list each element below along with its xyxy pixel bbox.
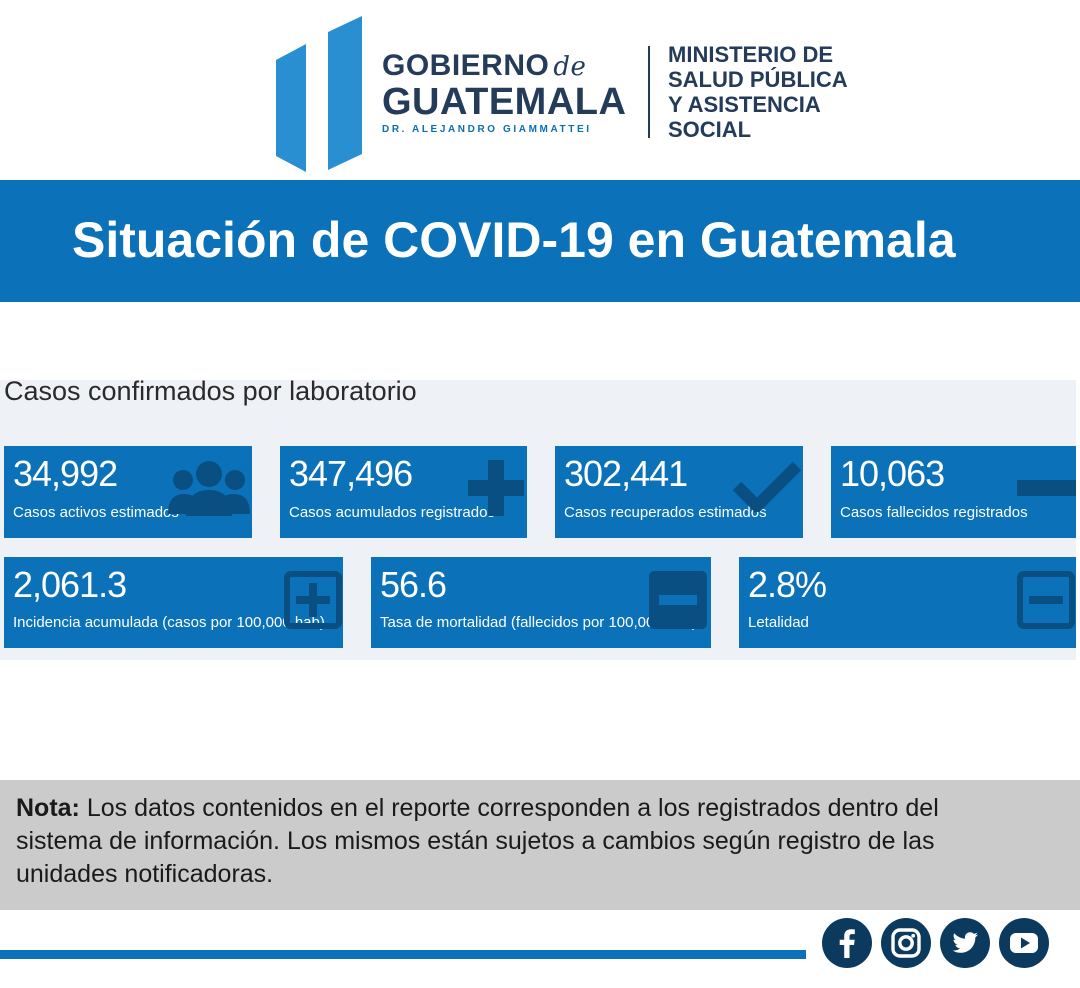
card-fatality-rate: 2.8% Letalidad bbox=[739, 557, 1076, 648]
card-value: 347,496 bbox=[289, 453, 413, 494]
gov-word-guatemala: GUATEMALA bbox=[382, 81, 627, 123]
card-value: 56.6 bbox=[380, 564, 447, 605]
card-label: Letalidad bbox=[748, 614, 809, 631]
plus-icon bbox=[468, 460, 524, 516]
card-value: 2.8% bbox=[748, 564, 827, 605]
dashboard-heading: Casos confirmados por laboratorio bbox=[4, 376, 417, 406]
note-box bbox=[0, 780, 1080, 910]
logo-divider bbox=[648, 46, 650, 138]
card-label: Incidencia acumulada (casos por 100,000 … bbox=[13, 614, 325, 631]
government-logo-bars bbox=[276, 16, 362, 172]
card-active-cases: 34,992 Casos activos estimados bbox=[4, 446, 252, 538]
note-label: Nota: bbox=[16, 794, 80, 822]
note-body: Los datos contenidos en el reporte corre… bbox=[16, 794, 939, 888]
minus-square-filled-icon bbox=[649, 571, 707, 629]
gov-word-de: de bbox=[553, 52, 587, 82]
users-icon bbox=[168, 458, 250, 518]
card-label: Tasa de mortalidad (fallecidos por 100,0… bbox=[380, 614, 697, 631]
title-band bbox=[0, 180, 1080, 302]
ministry-line: MINISTERIO DE bbox=[668, 42, 834, 67]
card-value: 302,441 bbox=[564, 453, 688, 494]
note-text: Nota: Los datos contenidos en el reporte… bbox=[16, 792, 1016, 891]
card-accumulated-cases: 347,496 Casos acumulados registrados bbox=[280, 446, 527, 538]
card-recovered-cases: 302,441 Casos recuperados estimados bbox=[555, 446, 803, 538]
card-value: 2,061.3 bbox=[13, 564, 127, 605]
gov-president-name: DR. ALEJANDRO GIAMMATTEI bbox=[382, 124, 592, 135]
card-cumulative-incidence: 2,061.3 Incidencia acumulada (casos por … bbox=[4, 557, 343, 648]
card-deceased-cases: 10,063 Casos fallecidos registrados bbox=[831, 446, 1076, 538]
youtube-icon[interactable] bbox=[999, 918, 1049, 968]
instagram-icon[interactable] bbox=[881, 918, 931, 968]
government-wordmark: GOBIERNO de GUATEMALA DR. ALEJANDRO GIAMM… bbox=[382, 49, 627, 136]
card-label: Casos recuperados estimados bbox=[564, 504, 767, 521]
ministry-line: SOCIAL bbox=[668, 117, 752, 142]
minus-icon bbox=[1017, 480, 1076, 496]
card-value: 10,063 bbox=[840, 453, 945, 494]
gov-word-gobierno: GOBIERNO bbox=[382, 49, 550, 82]
card-label: Casos activos estimados bbox=[13, 504, 179, 521]
twitter-icon[interactable] bbox=[940, 918, 990, 968]
card-label: Casos acumulados registrados bbox=[289, 504, 495, 521]
ministry-name: MINISTERIO DE SALUD PÚBLICA Y ASISTENCIA… bbox=[668, 42, 888, 142]
facebook-icon[interactable] bbox=[822, 918, 872, 968]
ministry-line: Y ASISTENCIA bbox=[668, 92, 821, 117]
page-title: Situación de COVID-19 en Guatemala bbox=[72, 212, 956, 268]
card-mortality-rate: 56.6 Tasa de mortalidad (fallecidos por … bbox=[371, 557, 711, 648]
card-label: Casos fallecidos registrados bbox=[840, 504, 1028, 521]
check-icon bbox=[733, 462, 801, 512]
minus-square-icon bbox=[1017, 571, 1075, 629]
card-value: 34,992 bbox=[13, 453, 118, 494]
footer-line bbox=[0, 950, 806, 959]
ministry-line: SALUD PÚBLICA bbox=[668, 67, 848, 92]
plus-square-icon bbox=[284, 571, 342, 629]
